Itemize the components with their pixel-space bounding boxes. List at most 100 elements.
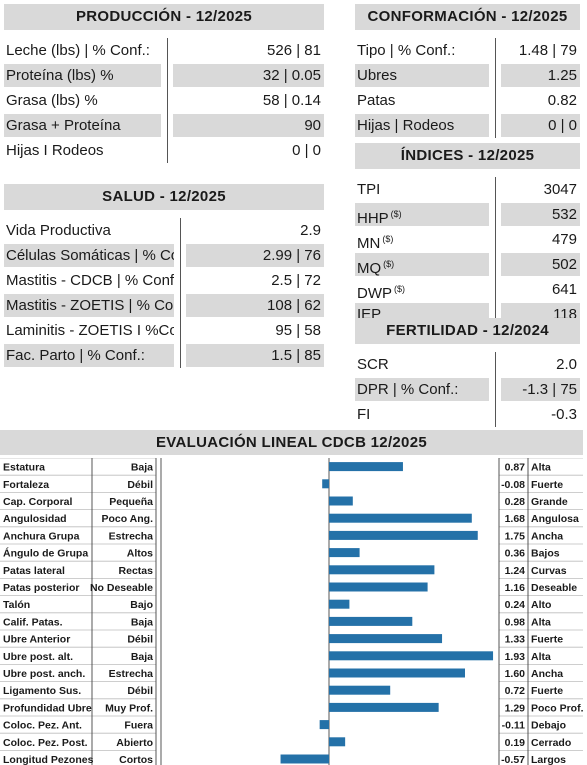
evaluacion-lineal-panel: EVALUACIÓN LINEAL CDCB 12/2025 Estatura B… [0, 430, 583, 765]
indices-row-label: MQ ($) [355, 253, 489, 276]
low-extreme-label: Fuera [124, 720, 153, 732]
high-extreme-label: Bajos [531, 548, 560, 560]
salud-row-label: Mastitis - ZOETIS | % Conf.: [4, 294, 174, 317]
low-extreme-label: Débil [127, 479, 153, 491]
trait-value-label: 0.19 [505, 737, 526, 749]
fertilidad-row-label: SCR [357, 356, 389, 373]
fertilidad-row-value: 2.0 [556, 356, 577, 373]
low-extreme-label: Muy Prof. [105, 702, 153, 714]
fertilidad-panel: FERTILIDAD - 12/2024 SCR 2.0 DPR | % Conf.… [355, 318, 580, 427]
conformacion-row-label: Patas [357, 92, 396, 109]
indices-row-superscript: ($) [390, 209, 402, 219]
trait-value-label: 0.98 [505, 616, 526, 628]
indices-row-superscript: ($) [394, 284, 405, 294]
produccion-panel: PRODUCCIÓN - 12/2025 Leche (lbs) | % Con… [4, 4, 324, 163]
fertilidad-row: DPR | % Conf.: -1.3 | 75 [355, 377, 580, 402]
high-extreme-label: Grande [531, 496, 568, 508]
low-extreme-label: Débil [127, 685, 153, 697]
trait-label: Ubre post. anch. [3, 668, 85, 680]
trait-bar [329, 651, 494, 661]
salud-row-label: Vida Productiva [6, 222, 111, 239]
indices-row-label: MN ($) [357, 234, 394, 251]
indices-title: ÍNDICES - 12/2025 [355, 143, 580, 169]
high-extreme-label: Alta [531, 616, 551, 628]
trait-bar [329, 668, 465, 678]
trait-bar [329, 634, 443, 644]
trait-value-label: 0.72 [505, 685, 526, 697]
high-extreme-label: Debajo [531, 720, 566, 732]
indices-row-value: 641 [551, 281, 577, 298]
indices-row-superscript: ($) [383, 259, 395, 269]
indices-row-value: 532 [501, 203, 580, 226]
produccion-row: Proteína (lbs) % 32 | 0.05 [4, 63, 324, 88]
salud-row-value: 95 | 58 [275, 322, 321, 339]
low-extreme-label: Abierto [116, 737, 153, 749]
trait-bar [329, 737, 346, 747]
conformacion-row-label: Tipo | % Conf.: [357, 42, 456, 59]
trait-label: Profundidad Ubre [3, 702, 92, 714]
indices-row-label: HHP ($) [355, 203, 489, 226]
salud-row-label: Fac. Parto | % Conf.: [4, 344, 174, 367]
trait-value-label: 1.24 [505, 565, 526, 577]
fertilidad-row: SCR 2.0 [355, 352, 580, 377]
salud-row-label: Laminitis - ZOETIS I %Conf.: [6, 322, 174, 339]
fertilidad-row-value: -1.3 | 75 [501, 378, 580, 401]
trait-value-label: 1.93 [505, 651, 526, 663]
evaluacion-lineal-title: EVALUACIÓN LINEAL CDCB 12/2025 [0, 430, 583, 455]
high-extreme-label: Fuerte [531, 685, 563, 697]
low-extreme-label: Altos [127, 548, 153, 560]
low-extreme-label: Baja [131, 462, 153, 474]
fertilidad-title: FERTILIDAD - 12/2024 [355, 318, 580, 344]
low-extreme-label: Pequeña [109, 496, 153, 508]
produccion-row-value: 90 [173, 114, 324, 137]
low-extreme-label: No Deseable [90, 582, 153, 594]
high-extreme-label: Fuerte [531, 634, 563, 646]
low-extreme-label: Débil [127, 634, 153, 646]
salud-row: Mastitis - ZOETIS | % Conf.: 108 | 62 [4, 293, 324, 318]
high-extreme-label: Alta [531, 651, 551, 663]
trait-label: Estatura [3, 462, 45, 474]
trait-value-label: -0.11 [502, 720, 526, 732]
indices-row-superscript: ($) [382, 234, 394, 244]
produccion-row-value: 32 | 0.05 [173, 64, 324, 87]
trait-label: Ángulo de Grupa [3, 547, 88, 560]
high-extreme-label: Ancha [531, 668, 563, 680]
trait-value-label: 1.29 [505, 702, 526, 714]
high-extreme-label: Ancha [531, 530, 563, 542]
low-extreme-label: Estrecha [109, 668, 154, 680]
trait-bar [329, 616, 413, 626]
conformacion-row-label: Ubres [355, 64, 489, 87]
low-extreme-label: Baja [131, 616, 153, 628]
high-extreme-label: Deseable [531, 582, 577, 594]
trait-label: Angulosidad [3, 513, 67, 525]
evaluacion-lineal-chart: Estatura Baja 0.87 Alta Fortaleza Débil -0.08 F… [0, 458, 583, 765]
salud-row: Laminitis - ZOETIS I %Conf.: 95 | 58 [4, 318, 324, 343]
low-extreme-label: Poco Ang. [101, 513, 153, 525]
produccion-row: Grasa + Proteína 90 [4, 113, 324, 138]
trait-bar [322, 479, 329, 489]
trait-label: Ligamento Sus. [3, 685, 81, 697]
trait-bar [329, 702, 439, 712]
fertilidad-divider [495, 352, 496, 427]
trait-bar [329, 513, 472, 523]
conformacion-row-value: 1.48 | 79 [518, 42, 577, 59]
low-extreme-label: Baja [131, 651, 153, 663]
salud-row: Vida Productiva 2.9 [4, 218, 324, 243]
indices-panel: ÍNDICES - 12/2025 TPI 3047 HHP ($) 532 MN ($) 4… [355, 143, 580, 327]
trait-value-label: 0.24 [505, 599, 526, 611]
indices-row-value: 479 [551, 231, 577, 248]
conformacion-row: Ubres 1.25 [355, 63, 580, 88]
salud-row: Fac. Parto | % Conf.: 1.5 | 85 [4, 343, 324, 368]
high-extreme-label: Fuerte [531, 479, 563, 491]
indices-divider [495, 177, 496, 327]
salud-row-value: 2.99 | 76 [186, 244, 324, 267]
trait-value-label: -0.08 [501, 479, 525, 491]
conformacion-row-label: Hijas | Rodeos [355, 114, 489, 137]
trait-label: Fortaleza [3, 479, 49, 491]
trait-value-label: 0.28 [505, 496, 526, 508]
indices-row: MQ ($) 502 [355, 252, 580, 277]
trait-bar [319, 720, 329, 730]
trait-value-label: -0.57 [501, 754, 525, 765]
trait-bar [280, 754, 329, 764]
indices-row-value: 502 [501, 253, 580, 276]
